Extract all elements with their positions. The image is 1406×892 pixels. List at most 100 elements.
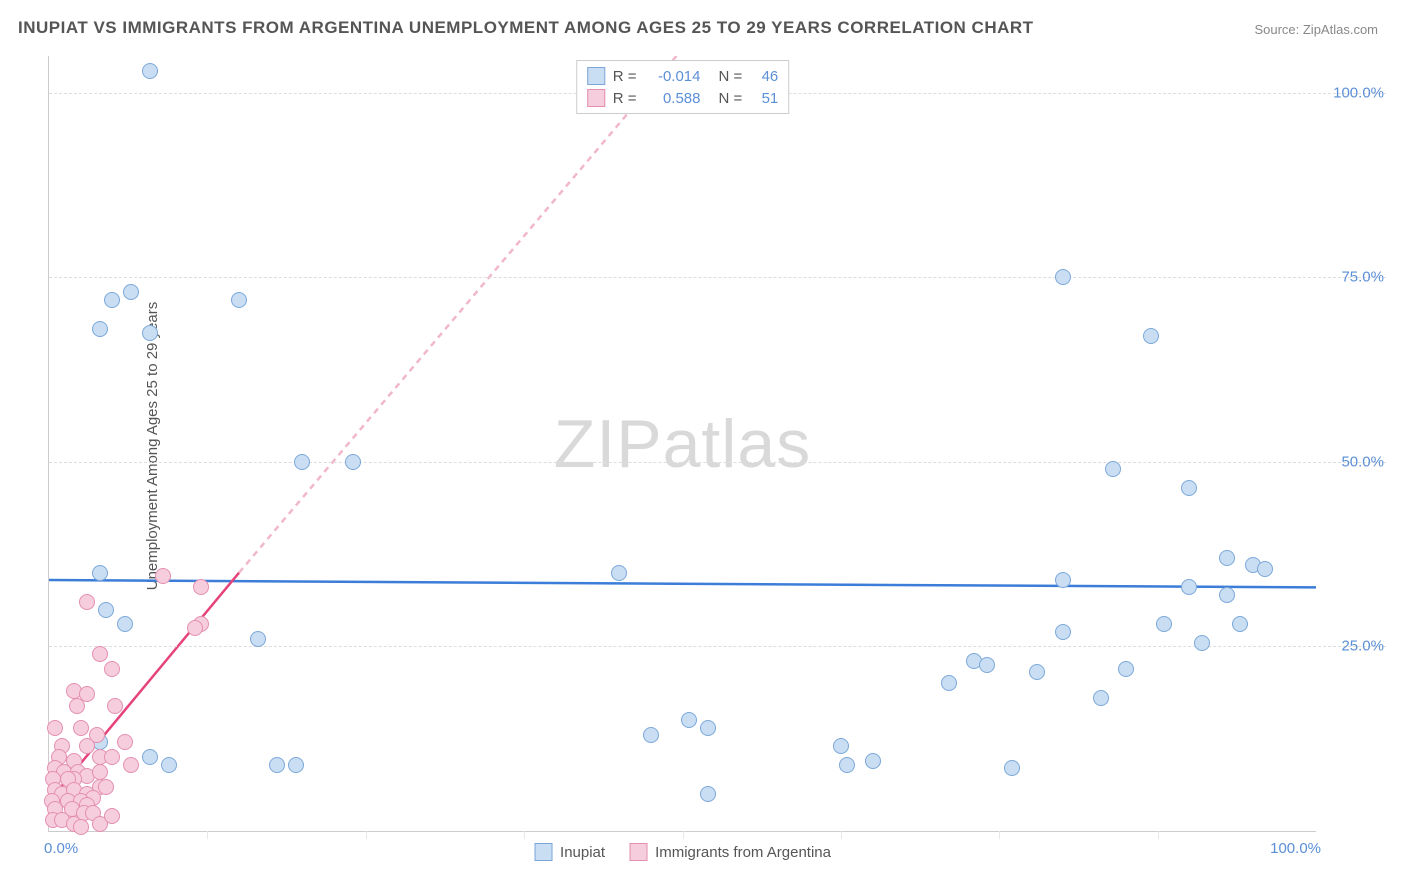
stats-row: R =-0.014N =46 [587, 65, 779, 87]
stat-r-label: R = [613, 90, 637, 107]
scatter-point [1029, 664, 1045, 680]
scatter-point [833, 738, 849, 754]
gridline-horizontal [49, 462, 1386, 463]
scatter-point [104, 808, 120, 824]
scatter-point [681, 712, 697, 728]
legend-label: Immigrants from Argentina [655, 844, 831, 861]
scatter-point [193, 579, 209, 595]
series-legend: Inupiat Immigrants from Argentina [534, 843, 831, 861]
y-tick-label: 75.0% [1341, 269, 1384, 286]
gridline-horizontal [49, 646, 1386, 647]
scatter-point [1194, 635, 1210, 651]
scatter-point [643, 727, 659, 743]
scatter-point [117, 616, 133, 632]
x-tick [999, 831, 1000, 839]
scatter-point [1257, 561, 1273, 577]
scatter-point [123, 284, 139, 300]
scatter-point [1004, 760, 1020, 776]
scatter-point [1055, 624, 1071, 640]
plot-area: ZIPatlas 25.0%50.0%75.0%100.0%0.0%100.0%… [48, 56, 1316, 832]
stat-n-label: N = [719, 68, 743, 85]
scatter-point [839, 757, 855, 773]
scatter-point [107, 698, 123, 714]
legend-swatch [534, 843, 552, 861]
stats-row: R = 0.588 N = 51 [587, 87, 779, 109]
scatter-point [250, 631, 266, 647]
scatter-point [1181, 579, 1197, 595]
scatter-point [117, 734, 133, 750]
scatter-point [187, 620, 203, 636]
scatter-point [142, 325, 158, 341]
legend-label: Inupiat [560, 844, 605, 861]
scatter-point [98, 779, 114, 795]
gridline-horizontal [49, 277, 1386, 278]
scatter-point [294, 454, 310, 470]
scatter-point [142, 749, 158, 765]
stat-n-label: N = [719, 90, 743, 107]
scatter-point [700, 786, 716, 802]
scatter-point [1118, 661, 1134, 677]
x-tick [524, 831, 525, 839]
trendline [49, 580, 1316, 587]
scatter-point [865, 753, 881, 769]
trendline [239, 56, 695, 573]
scatter-point [1219, 550, 1235, 566]
x-tick [366, 831, 367, 839]
x-tick [1158, 831, 1159, 839]
legend-swatch [629, 843, 647, 861]
x-tick [841, 831, 842, 839]
scatter-point [47, 720, 63, 736]
y-tick-label: 50.0% [1341, 453, 1384, 470]
scatter-point [142, 63, 158, 79]
x-tick-label: 0.0% [44, 840, 78, 857]
scatter-point [104, 749, 120, 765]
legend-swatch [587, 89, 605, 107]
chart-title: INUPIAT VS IMMIGRANTS FROM ARGENTINA UNE… [18, 18, 1034, 38]
scatter-point [92, 321, 108, 337]
x-tick [683, 831, 684, 839]
scatter-point [231, 292, 247, 308]
scatter-point [104, 661, 120, 677]
stat-r-value: 0.588 [645, 90, 701, 107]
scatter-point [1181, 480, 1197, 496]
legend-item: Inupiat [534, 843, 605, 861]
scatter-point [69, 698, 85, 714]
stat-r-value: -0.014 [645, 68, 701, 85]
y-tick-label: 25.0% [1341, 638, 1384, 655]
source-attribution: Source: ZipAtlas.com [1254, 22, 1378, 37]
scatter-point [611, 565, 627, 581]
scatter-point [73, 819, 89, 835]
scatter-point [1232, 616, 1248, 632]
scatter-point [92, 565, 108, 581]
scatter-point [345, 454, 361, 470]
scatter-point [700, 720, 716, 736]
x-tick [207, 831, 208, 839]
scatter-point [92, 764, 108, 780]
stat-n-value: 46 [750, 68, 778, 85]
scatter-point [1143, 328, 1159, 344]
scatter-point [104, 292, 120, 308]
scatter-point [155, 568, 171, 584]
scatter-point [1055, 269, 1071, 285]
legend-item: Immigrants from Argentina [629, 843, 831, 861]
scatter-point [941, 675, 957, 691]
scatter-point [1156, 616, 1172, 632]
scatter-point [269, 757, 285, 773]
stat-n-value: 51 [750, 90, 778, 107]
x-tick-label: 100.0% [1270, 840, 1321, 857]
legend-swatch [587, 67, 605, 85]
scatter-point [161, 757, 177, 773]
scatter-point [979, 657, 995, 673]
watermark: ZIPatlas [554, 405, 811, 483]
scatter-point [1219, 587, 1235, 603]
scatter-point [1055, 572, 1071, 588]
y-tick-label: 100.0% [1333, 84, 1384, 101]
stats-legend-box: R = -0.014 N = 46 R = 0.588 N = 51 [576, 60, 790, 114]
scatter-point [73, 720, 89, 736]
scatter-point [1105, 461, 1121, 477]
scatter-point [79, 594, 95, 610]
scatter-point [98, 602, 114, 618]
scatter-point [1093, 690, 1109, 706]
scatter-point [123, 757, 139, 773]
scatter-point [92, 646, 108, 662]
